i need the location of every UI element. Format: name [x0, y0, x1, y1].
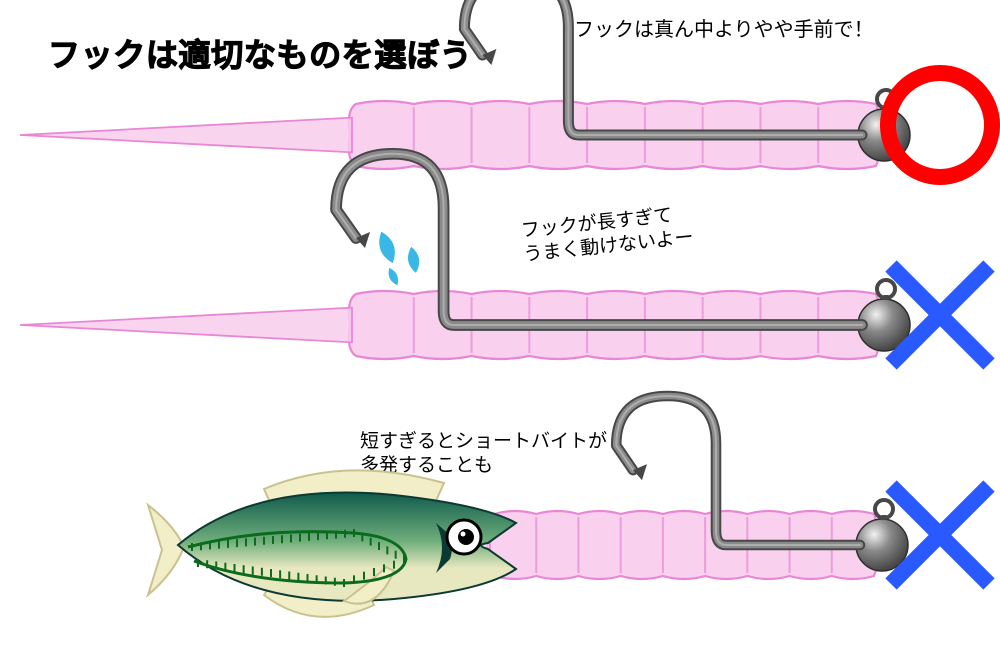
diagram-svg — [0, 0, 1000, 667]
fish — [148, 470, 516, 617]
mark-cross — [875, 250, 1000, 380]
mark-cross — [875, 470, 1000, 600]
sweat-icon — [375, 229, 422, 287]
mark-circle — [872, 57, 1000, 193]
stage: フックは適切なものを選ぼう フックは真ん中よりやや手前で！ フックが長すぎて う… — [0, 0, 1000, 667]
